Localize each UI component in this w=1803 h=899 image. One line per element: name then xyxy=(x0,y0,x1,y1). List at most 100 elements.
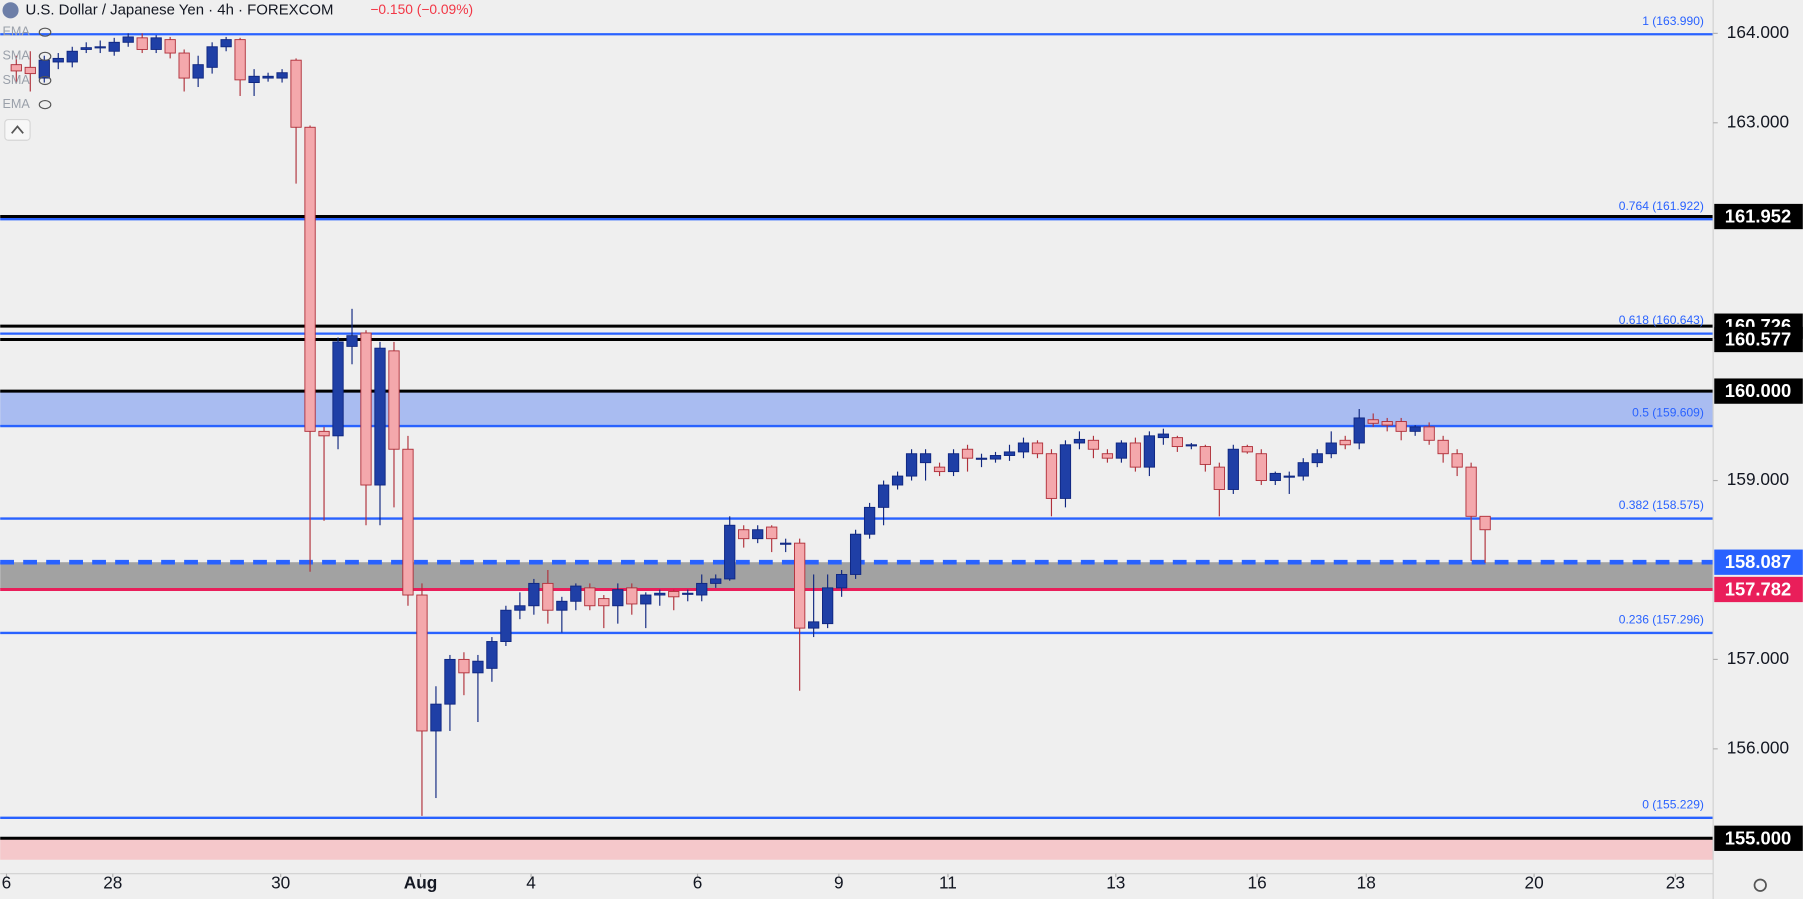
candle xyxy=(1479,515,1491,563)
candle-body xyxy=(1479,515,1491,531)
candle-body xyxy=(1255,453,1267,482)
candle-body xyxy=(374,347,386,486)
candle xyxy=(458,652,470,696)
candle-body xyxy=(24,66,36,75)
candle xyxy=(1227,444,1239,494)
candle-body xyxy=(52,57,64,63)
candle-body xyxy=(500,609,512,642)
candle-body xyxy=(206,46,218,68)
candle-body xyxy=(1213,466,1225,490)
candle xyxy=(220,36,232,52)
candle xyxy=(654,589,666,606)
candles xyxy=(10,33,1491,816)
candle-body xyxy=(766,526,778,540)
symbol-icon[interactable] xyxy=(2,2,19,19)
visibility-icon[interactable] xyxy=(38,100,52,110)
candle-body xyxy=(542,582,554,611)
candle xyxy=(1129,437,1142,472)
y-tick-label: 157.000 xyxy=(1727,648,1789,668)
candle-body xyxy=(108,41,120,52)
candle xyxy=(1003,444,1016,461)
candle xyxy=(150,35,162,54)
y-tick-label: 159.000 xyxy=(1727,469,1789,489)
price-badge-label: 155.000 xyxy=(1725,827,1791,848)
candle xyxy=(919,449,932,481)
candle xyxy=(1045,449,1058,517)
fib-label: 0.618 (160.643) xyxy=(1619,313,1704,327)
candle-body xyxy=(332,341,344,437)
candle xyxy=(52,53,64,70)
visibility-icon[interactable] xyxy=(38,51,52,61)
candle xyxy=(710,574,722,588)
chart-title: U.S. Dollar / Japanese Yen · 4h · FOREXC… xyxy=(25,1,333,18)
candle xyxy=(1353,408,1365,450)
candle xyxy=(822,574,834,629)
candle xyxy=(1423,422,1435,445)
candle xyxy=(164,36,176,59)
candle xyxy=(444,654,456,731)
indicator-label: EMA xyxy=(3,25,31,39)
candle xyxy=(808,574,820,638)
candle-body xyxy=(304,126,316,432)
candle xyxy=(1255,449,1267,486)
fib-label: 0.5 (159.609) xyxy=(1632,406,1704,420)
candle-body xyxy=(192,64,204,79)
candle-body xyxy=(835,573,848,589)
candle xyxy=(1325,431,1337,459)
x-tick-label: 11 xyxy=(939,873,957,893)
candle-body xyxy=(556,600,568,611)
candle-body xyxy=(989,455,1002,460)
candle xyxy=(612,583,624,624)
x-tick-label: 18 xyxy=(1357,873,1376,893)
settings-button[interactable] xyxy=(1753,878,1767,892)
candle xyxy=(10,55,22,83)
candle-body xyxy=(1409,426,1421,432)
candle-body xyxy=(346,335,358,347)
x-tick-label: Aug xyxy=(404,873,438,893)
candle xyxy=(178,49,190,92)
candle-body xyxy=(612,589,624,607)
indicator-label: EMA xyxy=(3,97,31,111)
zone xyxy=(0,391,1714,427)
candle xyxy=(486,637,498,682)
labels: 1 (163.990) 0.764 (161.922) 0.618 (160.643… xyxy=(1619,14,1704,812)
collapse-button[interactable] xyxy=(4,118,31,141)
candle-body xyxy=(1381,421,1393,426)
candle-body xyxy=(94,46,106,49)
candle xyxy=(891,471,904,490)
visibility-icon[interactable] xyxy=(38,27,52,37)
candle xyxy=(1059,440,1072,508)
candle xyxy=(1031,440,1044,459)
candle xyxy=(528,578,540,615)
fib-label: 0.236 (157.296) xyxy=(1619,612,1704,626)
candle xyxy=(1437,435,1449,463)
candle-body xyxy=(1325,442,1337,455)
candle xyxy=(863,502,876,539)
candle-body xyxy=(1395,421,1407,432)
candle xyxy=(570,583,582,611)
x-tick-label: 20 xyxy=(1524,873,1543,893)
candle-body xyxy=(10,64,22,72)
candle-body xyxy=(1269,472,1281,482)
indicator-label: SMA xyxy=(3,49,31,63)
x-tick-label: 23 xyxy=(1666,873,1685,893)
candle xyxy=(136,33,148,54)
visibility-icon[interactable] xyxy=(38,75,52,86)
candle-body xyxy=(1115,442,1128,459)
price-badge xyxy=(1714,326,1803,353)
candle-body xyxy=(430,703,442,732)
candle-body xyxy=(1101,453,1114,459)
candle xyxy=(975,453,988,468)
candle-body xyxy=(458,658,470,674)
candle xyxy=(738,525,750,548)
candle-body xyxy=(822,587,834,625)
indicator-label: SMA xyxy=(3,73,31,87)
candle-body xyxy=(486,641,498,669)
candle-body xyxy=(961,448,974,459)
candle xyxy=(346,308,358,365)
candle-body xyxy=(360,332,372,486)
candle-body xyxy=(905,453,918,477)
candle xyxy=(724,516,736,581)
